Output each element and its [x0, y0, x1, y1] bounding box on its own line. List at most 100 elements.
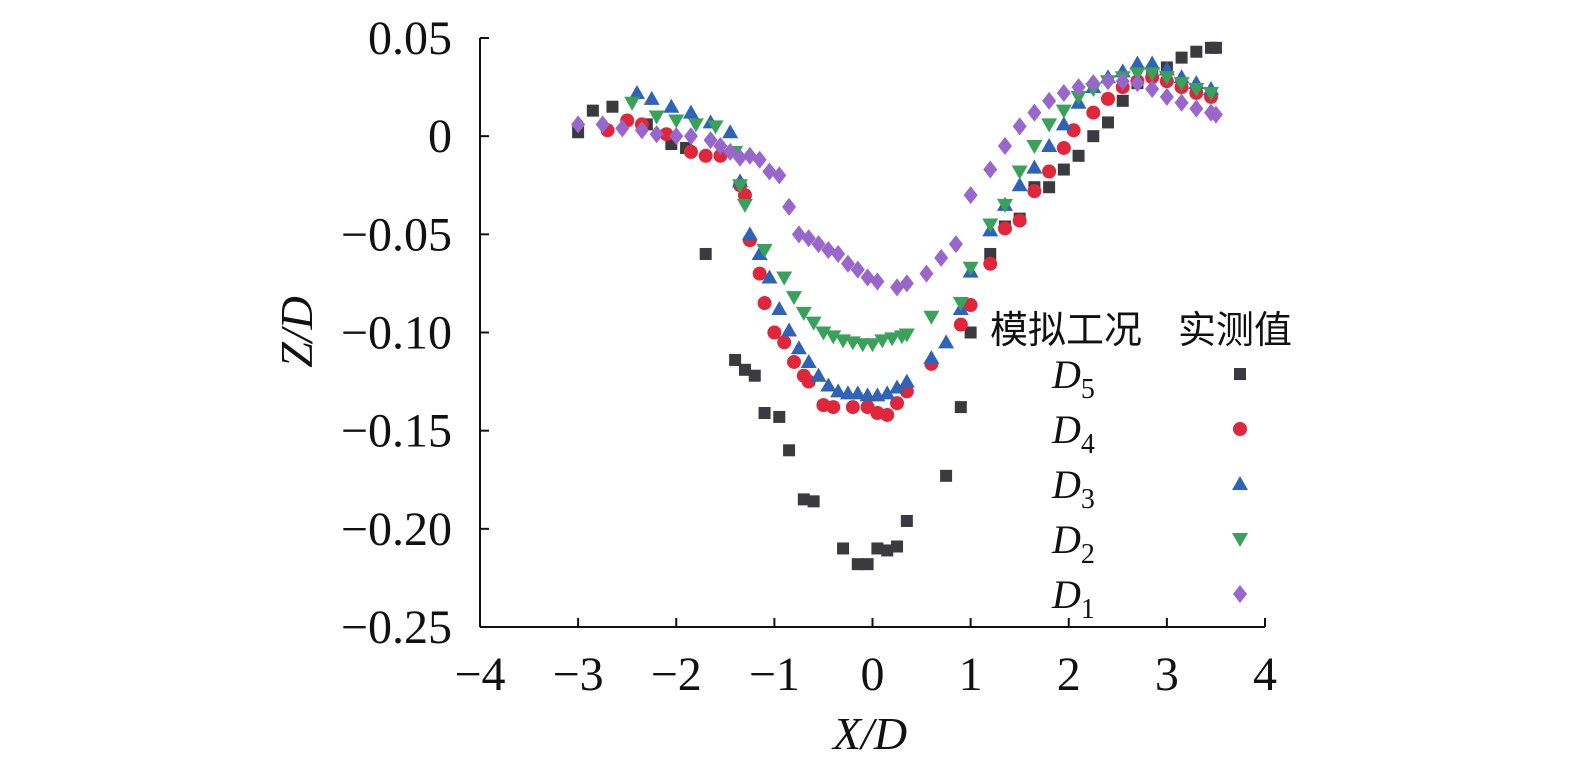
data-point-d1: [669, 127, 684, 146]
x-ticks: −4 −3 −2 −1 0 1 2 3 4: [454, 618, 1277, 701]
data-point-d5: [606, 100, 619, 113]
data-point-d4: [845, 400, 860, 415]
x-tick-label: 1: [959, 648, 983, 701]
data-point-d1: [1027, 103, 1042, 122]
data-point-d4: [1012, 213, 1027, 228]
x-tick-label: −2: [651, 648, 702, 701]
data-point-d2: [825, 330, 842, 345]
data-point-d3: [820, 377, 837, 392]
data-point-d1: [683, 127, 698, 146]
data-point-d1: [1115, 72, 1130, 91]
data-point-d4: [757, 296, 772, 311]
data-point-d1: [997, 136, 1012, 155]
x-tick-label: 4: [1253, 648, 1277, 701]
data-point-d1: [1101, 72, 1115, 91]
data-point-d3: [889, 379, 906, 394]
data-point-d5: [984, 247, 997, 260]
data-point-d2: [736, 198, 753, 213]
data-point-d4: [801, 374, 816, 389]
legend-marker-d2: [1232, 533, 1248, 547]
data-point-d3: [830, 383, 847, 398]
data-point-d5: [1057, 163, 1070, 176]
data-point-d2: [898, 328, 915, 343]
data-point-d2: [864, 338, 881, 353]
data-point-d1: [772, 166, 787, 185]
data-point-d1: [634, 121, 649, 140]
data-point-d4: [1101, 91, 1115, 106]
data-point-d1: [1189, 99, 1204, 118]
data-point-d3: [629, 84, 645, 99]
data-point-d1: [831, 244, 846, 263]
data-point-d1: [1208, 105, 1223, 124]
data-point-d4: [698, 148, 713, 163]
data-point-d1: [752, 150, 767, 169]
data-point-d4: [767, 325, 782, 340]
data-point-d4: [1042, 164, 1057, 179]
data-point-d3: [771, 300, 788, 315]
data-point-d2: [1144, 67, 1161, 82]
data-point-d4: [777, 335, 792, 350]
data-point-d4: [953, 317, 968, 332]
y-tick-label: −0.20: [341, 503, 452, 556]
data-point-d5: [807, 495, 820, 508]
data-point-d1: [821, 241, 836, 260]
data-point-d5: [1116, 94, 1129, 107]
data-point-d3: [790, 340, 807, 355]
data-point-d1: [1071, 78, 1086, 97]
data-point-d2: [776, 271, 793, 286]
data-point-d1: [713, 136, 728, 155]
legend-label-d4: D4: [1051, 407, 1095, 460]
data-point-d4: [826, 400, 841, 415]
data-point-d2: [1158, 71, 1175, 86]
data-point-d4: [737, 188, 752, 203]
data-point-d1: [1056, 83, 1071, 102]
data-point-d1: [571, 115, 586, 134]
legend-marker-d3: [1232, 476, 1248, 490]
data-point-d1: [1174, 93, 1189, 112]
data-point-d5: [1175, 51, 1188, 64]
data-point-d5: [738, 363, 751, 376]
x-tick-label: −3: [553, 648, 604, 701]
legend-label-d1: D1: [1051, 572, 1095, 625]
series-d5: [572, 41, 1222, 571]
legend-marker-d1: [1233, 585, 1247, 603]
data-point-d1: [850, 260, 865, 279]
data-point-d3: [682, 104, 699, 119]
data-point-d5: [1190, 45, 1203, 58]
data-point-d3: [923, 350, 940, 365]
data-point-d1: [963, 186, 978, 205]
y-ticks: 0.05 0 −0.05 −0.10 −0.15 −0.20 −0.25: [341, 12, 489, 654]
data-point-d3: [1011, 177, 1028, 192]
data-point-d4: [1086, 105, 1101, 120]
legend-header-simulation: 模拟工况: [990, 308, 1142, 352]
y-tick-label: −0.15: [341, 405, 452, 458]
data-point-d3: [1129, 55, 1146, 70]
data-point-d1: [615, 119, 630, 138]
data-point-d3: [1144, 55, 1161, 70]
data-point-d1: [782, 197, 797, 216]
data-point-d2: [1203, 86, 1220, 101]
data-point-d2: [1041, 118, 1058, 133]
data-point-d2: [996, 198, 1013, 213]
data-point-d1: [983, 160, 998, 179]
data-point-d3: [663, 98, 680, 113]
data-point-d5: [758, 406, 771, 419]
data-point-d3: [938, 334, 955, 349]
data-point-d4: [890, 396, 905, 411]
series-d1: [571, 72, 1223, 297]
data-point-d5: [940, 469, 953, 482]
x-tick-label: 3: [1155, 648, 1179, 701]
data-point-d3: [1055, 116, 1072, 131]
data-point-d4: [997, 221, 1012, 236]
data-point-d3: [898, 373, 915, 388]
data-point-d3: [810, 367, 827, 382]
data-point-d3: [722, 124, 739, 139]
data-point-d2: [1011, 165, 1028, 180]
data-point-d1: [870, 272, 885, 291]
data-point-d5: [797, 493, 810, 506]
data-point-d5: [1043, 181, 1056, 194]
y-tick-label: 0.05: [368, 12, 452, 65]
data-point-d1: [1012, 117, 1027, 136]
